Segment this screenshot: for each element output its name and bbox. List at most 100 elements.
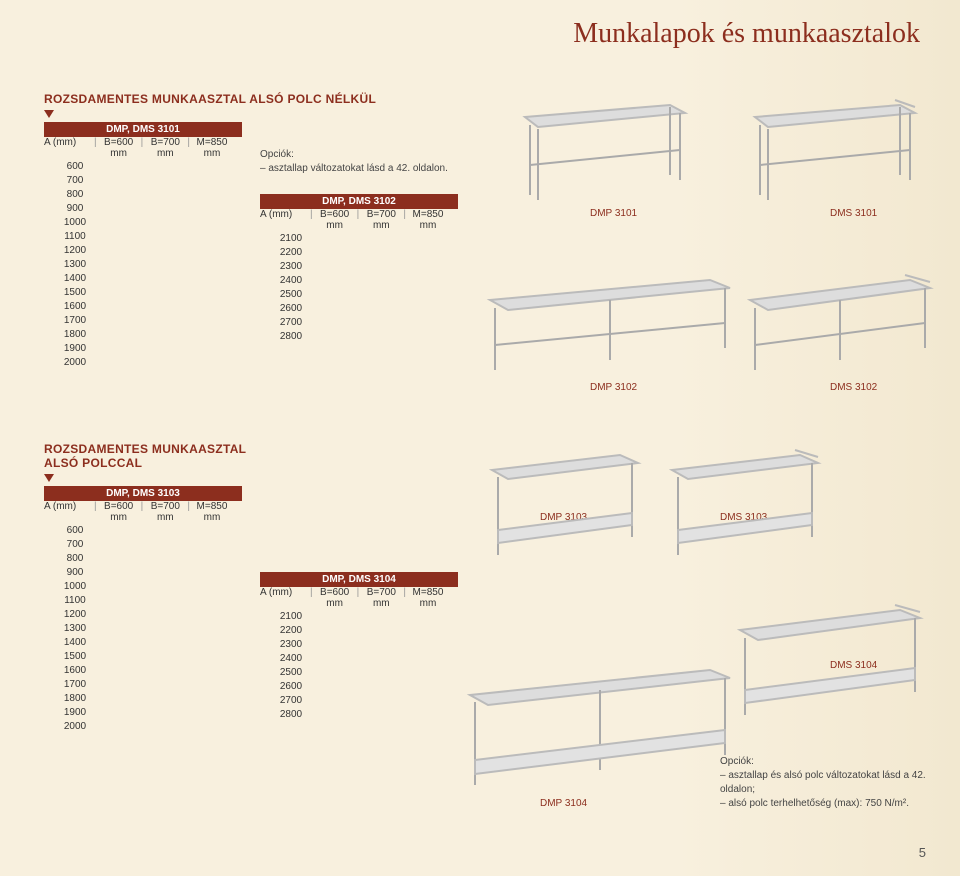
triangle-icon bbox=[44, 474, 54, 482]
page-number: 5 bbox=[919, 845, 926, 860]
table-row: 600 bbox=[44, 523, 106, 537]
table-image-dmp3104 bbox=[460, 660, 740, 800]
table-row: 2600 bbox=[260, 301, 322, 315]
page-title: Munkalapok és munkaasztalok bbox=[573, 18, 920, 50]
table-image-dms3101 bbox=[740, 95, 930, 205]
table-image-dmp3102 bbox=[480, 270, 740, 380]
table-row: 2800 bbox=[260, 707, 322, 721]
section1-header: ROZSDAMENTES MUNKAASZTAL ALSÓ POLC NÉLKÜ… bbox=[44, 92, 460, 106]
table-image-dmp3103 bbox=[480, 445, 650, 570]
table-row: 2200 bbox=[260, 623, 322, 637]
table-row: 1500 bbox=[44, 649, 106, 663]
table-row: 1800 bbox=[44, 327, 106, 341]
table-3102-cols: A (mm) | B=600 mm | B=700 mm | M=850 mm bbox=[260, 209, 450, 231]
table-3103: DMP, DMS 3103 A (mm) | B=600 mm | B=700 … bbox=[44, 486, 242, 733]
table-row: 1200 bbox=[44, 607, 106, 621]
label-dms3102: DMS 3102 bbox=[830, 382, 877, 393]
table-row: 1900 bbox=[44, 705, 106, 719]
table-row: 800 bbox=[44, 187, 106, 201]
table-row: 1900 bbox=[44, 341, 106, 355]
table-row: 2500 bbox=[260, 665, 322, 679]
section1-options: Opciók: – asztallap változatokat lásd a … bbox=[260, 148, 460, 176]
table-3103-cols: A (mm) | B=600 mm | B=700 mm | M=850 mm bbox=[44, 501, 234, 523]
table-row: 1400 bbox=[44, 271, 106, 285]
table-row: 600 bbox=[44, 159, 106, 173]
table-row: 1700 bbox=[44, 677, 106, 691]
table-3104-cols: A (mm) | B=600 mm | B=700 mm | M=850 mm bbox=[260, 587, 450, 609]
table-3101-rows: 6007008009001000110012001300140015001600… bbox=[44, 159, 106, 369]
table-row: 2300 bbox=[260, 637, 322, 651]
table-image-dms3103 bbox=[660, 445, 830, 570]
section-2: ROZSDAMENTES MUNKAASZTAL ALSÓ POLCCAL DM… bbox=[44, 442, 458, 733]
col-b700: B=700 mm bbox=[143, 501, 187, 523]
col-a: A (mm) bbox=[260, 209, 310, 231]
table-row: 2000 bbox=[44, 355, 106, 369]
table-3104: DMP, DMS 3104 A (mm) | B=600 mm | B=700 … bbox=[260, 572, 458, 721]
table-image-dms3102 bbox=[740, 270, 940, 380]
col-m850: M=850 mm bbox=[406, 209, 450, 231]
label-dms3101: DMS 3101 bbox=[830, 208, 877, 219]
table-row: 2800 bbox=[260, 329, 322, 343]
table-row: 900 bbox=[44, 201, 106, 215]
table-3103-title: DMP, DMS 3103 bbox=[44, 486, 242, 501]
table-image-dms3104 bbox=[730, 600, 930, 730]
table-3104-title: DMP, DMS 3104 bbox=[260, 572, 458, 587]
table-row: 1500 bbox=[44, 285, 106, 299]
table-row: 2400 bbox=[260, 651, 322, 665]
col-b600: B=600 mm bbox=[313, 209, 357, 231]
table-row: 1800 bbox=[44, 691, 106, 705]
table-row: 1600 bbox=[44, 663, 106, 677]
table-3103-rows: 6007008009001000110012001300140015001600… bbox=[44, 523, 106, 733]
table-image-dmp3101 bbox=[510, 95, 700, 205]
label-dmp3102: DMP 3102 bbox=[590, 382, 637, 393]
col-a: A (mm) bbox=[260, 587, 310, 609]
opciok-line2: – alsó polc terhelhetőség (max): 750 N/m… bbox=[720, 798, 909, 809]
section2-header: ROZSDAMENTES MUNKAASZTAL ALSÓ POLCCAL bbox=[44, 442, 264, 470]
table-row: 2000 bbox=[44, 719, 106, 733]
table-row: 1700 bbox=[44, 313, 106, 327]
table-row: 1400 bbox=[44, 635, 106, 649]
opciok-label: Opciók: bbox=[260, 149, 294, 160]
table-row: 700 bbox=[44, 537, 106, 551]
table-row: 1600 bbox=[44, 299, 106, 313]
table-3101-title: DMP, DMS 3101 bbox=[44, 122, 242, 137]
opciok-line1: – asztallap változatokat lásd a 42. olda… bbox=[260, 163, 448, 174]
table-row: 2200 bbox=[260, 245, 322, 259]
col-m850: M=850 mm bbox=[190, 501, 234, 523]
table-row: 2500 bbox=[260, 287, 322, 301]
table-row: 1100 bbox=[44, 229, 106, 243]
table-row: 800 bbox=[44, 551, 106, 565]
table-row: 1000 bbox=[44, 215, 106, 229]
table-3102-rows: 21002200230024002500260027002800 bbox=[260, 231, 322, 343]
table-row: 2700 bbox=[260, 693, 322, 707]
table-3102: DMP, DMS 3102 A (mm) | B=600 mm | B=700 … bbox=[260, 194, 460, 343]
section2-options: Opciók: – asztallap és alsó polc változa… bbox=[720, 755, 940, 811]
col-b700: B=700 mm bbox=[359, 209, 403, 231]
table-row: 2400 bbox=[260, 273, 322, 287]
table-3101: DMP, DMS 3101 A (mm) | B=600 mm | B=700 … bbox=[44, 122, 242, 369]
label-dmp3101: DMP 3101 bbox=[590, 208, 637, 219]
opciok-line1: – asztallap és alsó polc változatokat lá… bbox=[720, 770, 926, 795]
table-row: 1300 bbox=[44, 621, 106, 635]
table-row: 2100 bbox=[260, 609, 322, 623]
table-3101-cols: A (mm) | B=600 mm | B=700 mm | M=850 mm bbox=[44, 137, 234, 159]
section-1: ROZSDAMENTES MUNKAASZTAL ALSÓ POLC NÉLKÜ… bbox=[44, 92, 460, 369]
col-b600: B=600 mm bbox=[97, 137, 141, 159]
table-3102-title: DMP, DMS 3102 bbox=[260, 194, 458, 209]
table-row: 900 bbox=[44, 565, 106, 579]
col-m850: M=850 mm bbox=[190, 137, 234, 159]
triangle-icon bbox=[44, 110, 54, 118]
col-b700: B=700 mm bbox=[359, 587, 403, 609]
table-row: 2300 bbox=[260, 259, 322, 273]
table-row: 2100 bbox=[260, 231, 322, 245]
col-b700: B=700 mm bbox=[143, 137, 187, 159]
col-a: A (mm) bbox=[44, 137, 94, 159]
table-row: 700 bbox=[44, 173, 106, 187]
col-b600: B=600 mm bbox=[313, 587, 357, 609]
col-b600: B=600 mm bbox=[97, 501, 141, 523]
col-a: A (mm) bbox=[44, 501, 94, 523]
table-row: 1200 bbox=[44, 243, 106, 257]
table-row: 1100 bbox=[44, 593, 106, 607]
table-3104-rows: 21002200230024002500260027002800 bbox=[260, 609, 322, 721]
table-row: 2700 bbox=[260, 315, 322, 329]
